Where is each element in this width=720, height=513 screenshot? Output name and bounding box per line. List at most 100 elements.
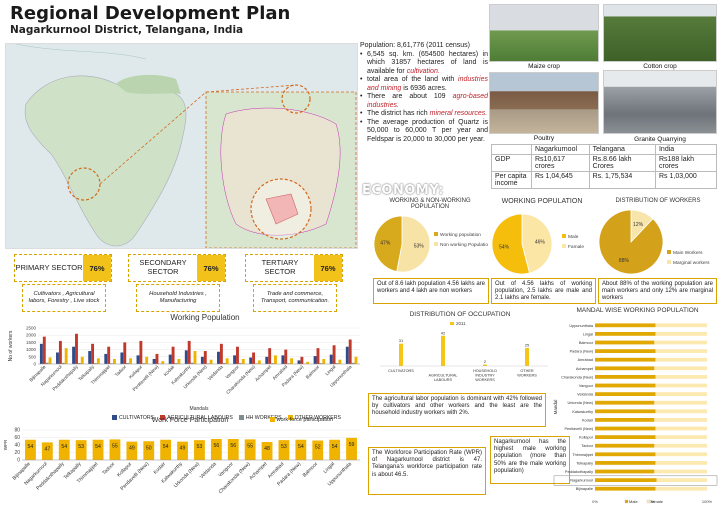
note-male-highest: Nagarkurnool has the highest male workin…: [490, 436, 570, 484]
wp-bar: [249, 357, 253, 364]
wp-bar: [257, 360, 261, 364]
wpr-bar-label: 53: [78, 444, 84, 450]
stats-head-1: Nagarkurnool: [531, 144, 590, 155]
wpr-bar-label: 54: [332, 444, 338, 450]
wpr-bar-label: 54: [28, 444, 34, 450]
mandal-ylabel: Mandal: [553, 400, 558, 415]
wp-bar: [48, 357, 52, 364]
mandal-legend-swatch: [624, 499, 629, 504]
wp-bar: [155, 353, 159, 364]
mandal-ytick: Pentlavelli (New): [565, 427, 594, 431]
wp-legend-item: CULTIVATORS: [112, 415, 154, 421]
mandal-bar: [654, 418, 707, 422]
wp-xtick: Achampet: [254, 364, 273, 383]
p2-legend-swatch: [562, 244, 566, 248]
wp-bar: [56, 352, 59, 364]
wp-bar: [110, 363, 114, 364]
wp-bar: [80, 356, 84, 364]
wp-bar: [329, 354, 333, 364]
mandal-bar: [654, 443, 707, 448]
mandal-bar: [655, 349, 707, 353]
wpr-bar-label: 50: [146, 445, 152, 451]
mandal-bar: [655, 383, 707, 388]
p1-slice-1: [373, 215, 403, 272]
note-working-population: Out of 8.6 lakh population 4.56 lakhs ar…: [373, 278, 489, 304]
wp-ytick: 1500: [26, 340, 37, 345]
p2-slice-1: [491, 213, 530, 274]
sector-card-2: TERTIARY SECTOR 76%: [245, 254, 343, 282]
wp-bar: [313, 356, 317, 364]
mandal-bar: [655, 332, 707, 336]
p1-legend-label: Working population: [440, 232, 481, 238]
note-wpr: The Workforce Participation Rate (WPR) o…: [368, 447, 486, 495]
mandal-ytick: Bijinapalle: [576, 487, 593, 491]
sector-name: TERTIARY SECTOR: [261, 258, 299, 276]
mandal-bar: [595, 392, 656, 396]
wpr-bar: [227, 439, 239, 460]
mandal-bar: [595, 452, 656, 457]
wp-bar: [104, 353, 108, 364]
wp-ytick: 0: [33, 362, 36, 367]
p3-slice-label: 12%: [633, 222, 644, 228]
page-title: Regional Development Plan: [10, 3, 291, 24]
wp-bar: [306, 361, 310, 364]
wp-xtick: Veldanda: [207, 364, 224, 381]
mandal-bar: [655, 375, 707, 379]
wp-bar: [190, 362, 194, 364]
wpr-bar-label: 54: [298, 444, 304, 450]
page-subtitle: Nagarkurnool District, Telangana, India: [10, 24, 244, 36]
mandal-legend-label: Male: [629, 499, 638, 504]
wpr-legend-label: work force participation: [276, 417, 334, 423]
wp-bar: [319, 363, 323, 364]
wp-bar: [107, 346, 111, 364]
wp-bar: [348, 339, 352, 364]
wp-bar: [338, 359, 342, 364]
stats-gdp-district: Rs10,617 crores: [531, 154, 590, 172]
district-facts: Population: 8,61,776 (2011 census) 6,545…: [360, 42, 488, 144]
wpr-xtick: Lingal: [322, 461, 336, 475]
mandal-chart: Mandal Uppununthala Lingal Balmoor Padara (N…: [553, 323, 718, 504]
occ-xtick: AGRICULTURAL LABOURS: [428, 374, 457, 383]
p3-legend-label: Marginal workers: [673, 260, 710, 266]
sector-percent: 76%: [83, 255, 111, 281]
p3-slice-1: [598, 209, 664, 274]
mandal-ytick: Achampet: [576, 367, 594, 371]
wpr-bar: [160, 439, 172, 460]
wp-legend-item: AGRICULTURAL LABOURS: [160, 415, 233, 421]
wp-bar: [177, 358, 181, 364]
wp-bar: [123, 342, 127, 364]
highlight-nagarkurnool-row: [553, 475, 718, 486]
sector-percent: 76%: [197, 255, 225, 281]
wpr-bar-label: 59: [349, 442, 355, 448]
wp-bar: [193, 351, 197, 364]
wpr-bar: [295, 439, 307, 460]
industry-fact: total area of the land with industries a…: [360, 76, 488, 93]
stats-gdp-india: Rs188 lakh crores: [654, 154, 718, 172]
wpr-xtick: Kodair: [153, 461, 168, 476]
wp-bar: [233, 355, 237, 364]
wp-bar: [145, 356, 149, 364]
wp-bar: [91, 343, 95, 364]
wpr-legend: work force participation: [270, 417, 333, 423]
wp-ytick: 2500: [26, 326, 37, 331]
p1-legend-swatch: [434, 232, 438, 236]
wpr-xtick: Veldanda: [199, 461, 218, 480]
wpr-bar: [346, 437, 357, 460]
occ-xtick: CULTIVATORS: [388, 369, 414, 373]
mandal-bar: [595, 469, 655, 474]
sector-card-0: PRIMARY SECTOR 76%: [14, 254, 112, 282]
wpr-bar-label: 56: [230, 443, 236, 449]
wp-bar: [203, 351, 207, 364]
p2-legend-label: Male: [568, 234, 579, 240]
occupation-title: DISTRIBUTION OF OCCUPATION: [409, 311, 511, 318]
wp-bar: [168, 354, 172, 364]
mandal-bar: [595, 400, 655, 405]
wpr-bar: [126, 441, 138, 460]
mandal-bar: [654, 366, 707, 371]
wp-legend-label: CULTIVATORS: [119, 414, 155, 421]
stats-pci-label: Per capita income: [491, 171, 532, 189]
wp-bar: [45, 362, 49, 364]
economy-stats: Nagarkurnool Telangana India GDP Rs10,61…: [491, 144, 718, 189]
occ-bar: [525, 348, 529, 366]
wp-legend-swatch: [287, 415, 293, 420]
